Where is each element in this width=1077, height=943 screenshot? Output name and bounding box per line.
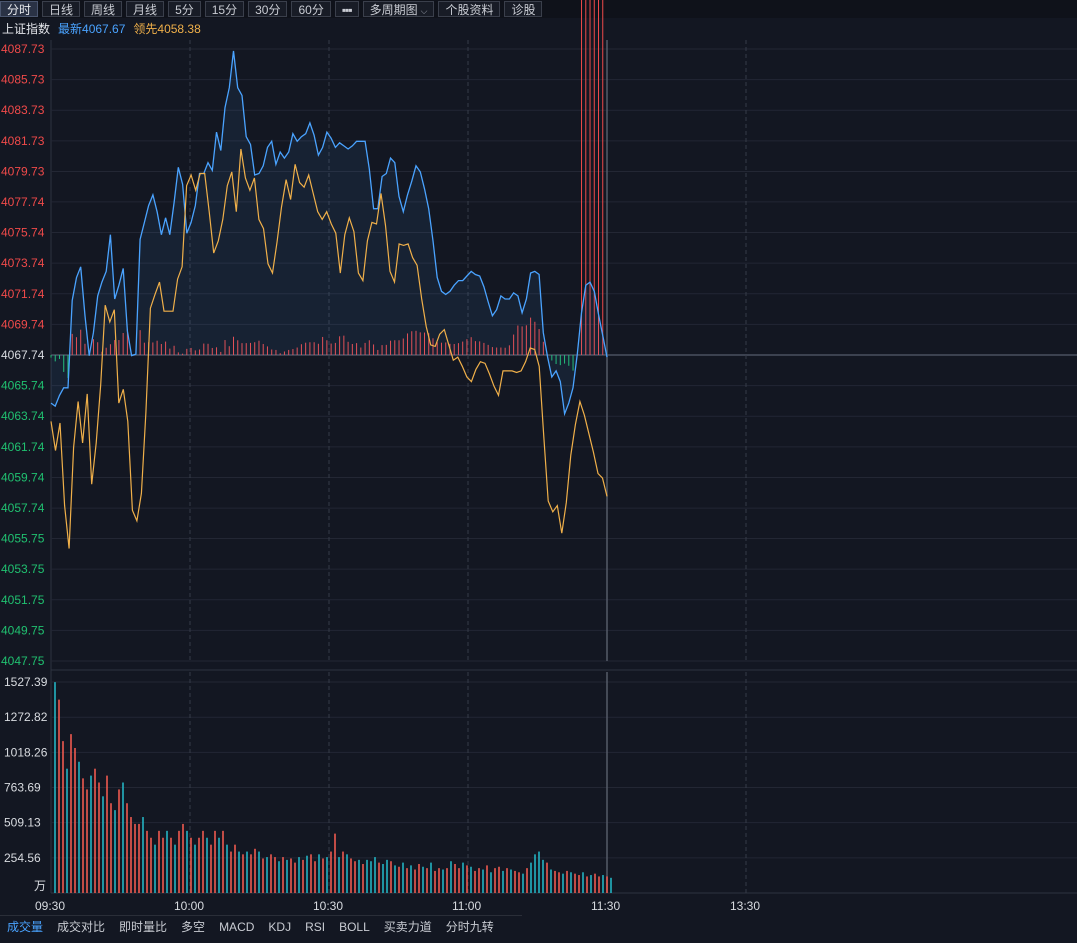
- index-area: [51, 50, 607, 414]
- tab-buy-sell-force[interactable]: 买卖力道: [383, 920, 432, 934]
- time-tick-label: 13:30: [730, 899, 760, 913]
- price-tick-label: 4049.75: [1, 623, 45, 637]
- price-tick-label: 4081.73: [1, 134, 45, 148]
- volume-tick-label: 254.56: [4, 851, 41, 865]
- intraday-chart: 4087.73 4085.73 4083.73 4081.73 4079.73 4077.…: [1, 0, 1077, 913]
- tab-15min[interactable]: 15分: [204, 1, 245, 17]
- index-line: [50, 50, 608, 417]
- tab-nine-turn[interactable]: 分时九转: [445, 920, 494, 934]
- volume-tick-label: 763.69: [4, 781, 41, 795]
- price-tick-label: 4079.73: [1, 164, 45, 178]
- price-tick-label: 4073.74: [1, 256, 45, 270]
- price-tick-label: 4065.74: [1, 379, 45, 393]
- time-tick-label: 10:30: [313, 899, 343, 913]
- tab-30min[interactable]: 30分: [248, 1, 288, 17]
- lead-line: [50, 148, 608, 549]
- price-tick-label: 4057.74: [1, 501, 45, 515]
- price-tick-label: 4075.74: [1, 226, 45, 240]
- time-tick-label: 10:00: [174, 899, 204, 913]
- tab-5min[interactable]: 5分: [168, 1, 201, 17]
- lead-price: 领先4058.38: [133, 22, 201, 36]
- price-tick-label: 4059.74: [1, 470, 45, 484]
- price-tick-label: 4067.74: [1, 348, 45, 362]
- tab-monthly[interactable]: 月线: [126, 1, 165, 17]
- tab-weekly[interactable]: 周线: [84, 1, 123, 17]
- price-tick-label: 4071.74: [1, 287, 45, 301]
- toolbar: 分时 日线 周线 月线 5分 15分 30分 60分 ▪▪▪ 多周期图 ⌵ 个股资…: [0, 0, 1077, 18]
- tab-60min[interactable]: 60分: [291, 1, 331, 17]
- tab-volume-compare[interactable]: 成交对比: [57, 920, 106, 934]
- price-tick-label: 4047.75: [1, 654, 45, 668]
- price-tick-label: 4051.75: [1, 593, 45, 607]
- index-name: 上证指数: [2, 22, 51, 36]
- price-tick-label: 4087.73: [1, 42, 45, 56]
- tab-boll[interactable]: BOLL: [339, 920, 370, 934]
- tab-macd[interactable]: MACD: [219, 920, 255, 934]
- multi-period-label: 多周期图: [369, 3, 418, 17]
- stock-info-button[interactable]: 个股资料: [438, 1, 501, 17]
- price-tick-label: 4069.74: [1, 317, 45, 331]
- tab-volume-ratio[interactable]: 即时量比: [119, 920, 168, 934]
- tab-rsi[interactable]: RSI: [305, 920, 326, 934]
- indicator-tabs: 成交量 成交对比 即时量比 多空 MACD KDJ RSI BOLL 买卖力道 …: [0, 915, 522, 938]
- multi-period-dropdown[interactable]: 多周期图 ⌵: [362, 1, 435, 17]
- volume-tick-label: 1527.39: [4, 675, 48, 689]
- tab-intraday[interactable]: 分时: [0, 1, 39, 17]
- tab-kdj[interactable]: KDJ: [268, 920, 292, 934]
- price-tick-label: 4077.74: [1, 195, 45, 209]
- tab-daily[interactable]: 日线: [42, 1, 81, 17]
- time-tick-label: 11:00: [452, 899, 481, 913]
- price-tick-label: 4061.74: [1, 440, 45, 454]
- volume-unit-label: 万: [34, 879, 46, 893]
- price-tick-label: 4053.75: [1, 562, 45, 576]
- tab-long-short[interactable]: 多空: [181, 920, 206, 934]
- time-tick-label: 11:30: [591, 899, 620, 913]
- price-tick-label: 4085.73: [1, 73, 45, 87]
- more-periods-button[interactable]: ▪▪▪: [334, 1, 359, 17]
- volume-tick-label: 1018.26: [4, 745, 48, 759]
- diagnose-button[interactable]: 诊股: [504, 1, 543, 17]
- tab-volume[interactable]: 成交量: [7, 920, 44, 934]
- chevron-down-icon: ⌵: [420, 6, 428, 16]
- price-tick-label: 4083.73: [1, 103, 45, 117]
- info-bar: 上证指数 最新4067.67 领先4058.38: [0, 20, 201, 38]
- volume-tick-label: 509.13: [4, 816, 41, 830]
- volume-tick-label: 1272.82: [4, 710, 48, 724]
- time-tick-label: 09:30: [35, 899, 65, 913]
- price-tick-label: 4063.74: [1, 409, 45, 423]
- latest-price: 最新4067.67: [58, 22, 126, 36]
- price-tick-label: 4055.75: [1, 532, 45, 546]
